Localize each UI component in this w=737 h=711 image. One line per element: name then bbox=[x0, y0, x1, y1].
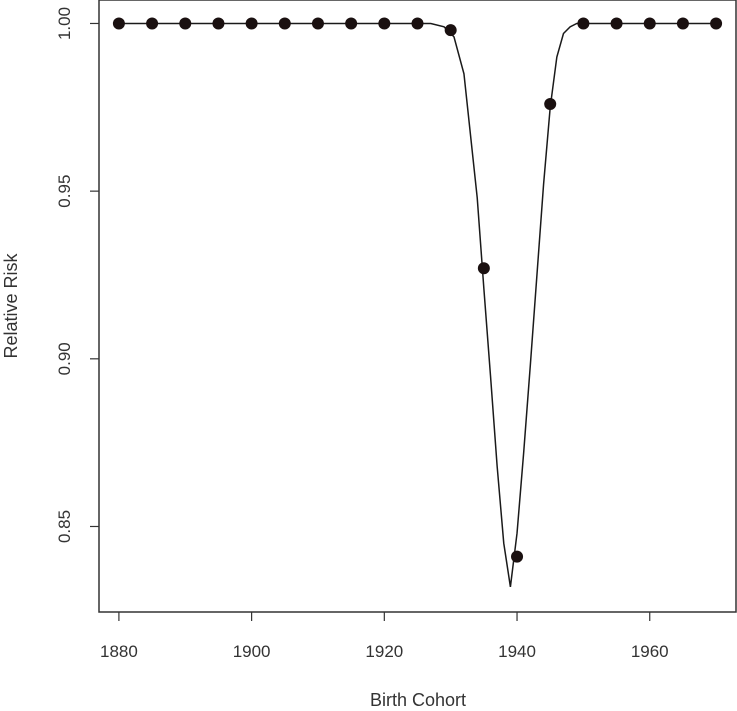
data-point bbox=[710, 17, 723, 30]
chart-marks bbox=[112, 17, 723, 587]
data-point bbox=[112, 17, 125, 30]
data-point bbox=[245, 17, 258, 30]
x-tick-label: 1880 bbox=[100, 642, 138, 661]
data-point bbox=[477, 262, 490, 275]
y-tick-label: 0.90 bbox=[55, 342, 74, 375]
x-axis-title: Birth Cohort bbox=[370, 690, 466, 710]
data-point bbox=[179, 17, 192, 30]
data-point bbox=[444, 24, 457, 37]
data-point bbox=[278, 17, 291, 30]
data-point bbox=[544, 97, 557, 110]
data-point bbox=[146, 17, 159, 30]
series-line bbox=[118, 22, 717, 587]
x-tick-label: 1920 bbox=[365, 642, 403, 661]
data-point bbox=[378, 17, 391, 30]
y-axis-title: Relative Risk bbox=[1, 252, 21, 358]
axes: 1880 1900 1920 1940 1960 0.85 0.90 0.95 1.00 bbox=[55, 7, 669, 661]
data-point bbox=[411, 17, 424, 30]
data-point bbox=[577, 17, 590, 30]
data-point bbox=[311, 17, 324, 30]
plot-frame bbox=[98, 0, 737, 613]
y-tick-label: 0.95 bbox=[55, 175, 74, 208]
x-tick-label: 1900 bbox=[233, 642, 271, 661]
data-point bbox=[676, 17, 689, 30]
x-tick-label: 1960 bbox=[631, 642, 669, 661]
y-tick-label: 0.85 bbox=[55, 510, 74, 543]
data-point bbox=[212, 17, 225, 30]
data-point bbox=[643, 17, 656, 30]
data-point bbox=[511, 550, 524, 563]
y-tick-label: 1.00 bbox=[55, 7, 74, 40]
x-tick-label: 1940 bbox=[498, 642, 536, 661]
data-point bbox=[610, 17, 623, 30]
data-point bbox=[345, 17, 358, 30]
